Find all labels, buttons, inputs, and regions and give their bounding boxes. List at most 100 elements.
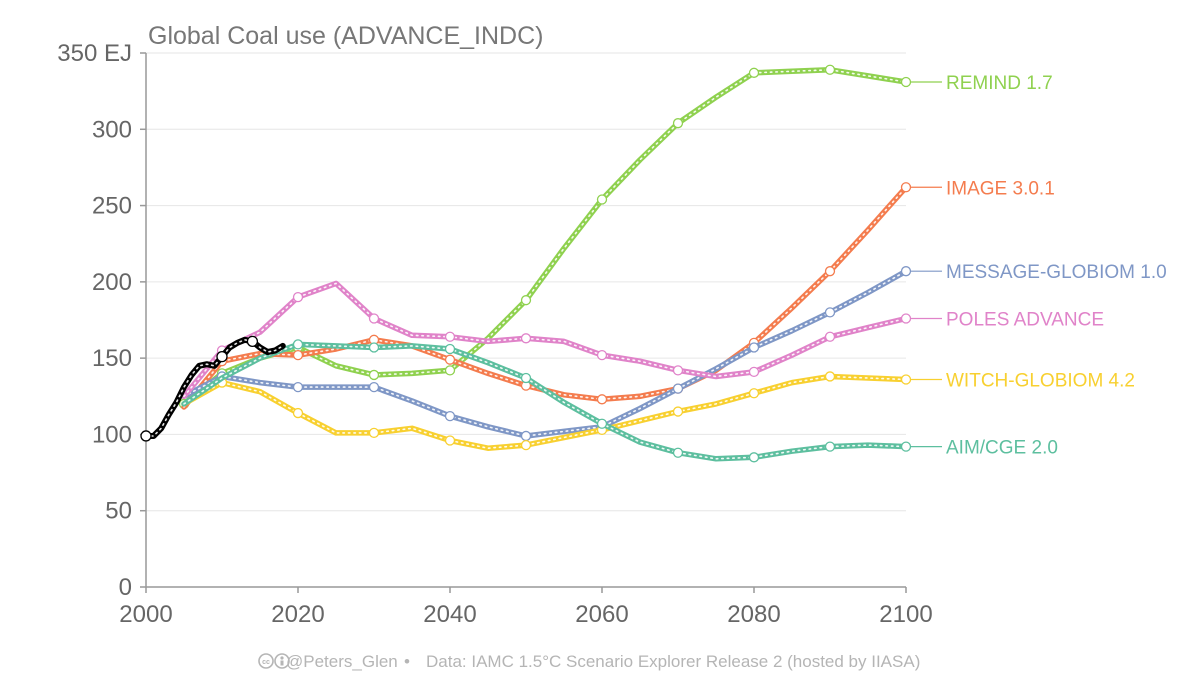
data-point (672, 365, 684, 376)
data-point (292, 407, 304, 419)
data-point (520, 430, 532, 442)
y-tick-label: 50 (105, 498, 132, 525)
data-point (824, 266, 836, 277)
data-point (368, 369, 380, 381)
series-labels: REMIND 1.7 IMAGE 3.0.1 MESSAGE-GLOBIOM 1.0… (910, 73, 1167, 459)
series-image-3-0-1 (181, 182, 912, 410)
series-line-dots (183, 282, 907, 398)
y-tick-label: 350 EJ (57, 40, 132, 67)
series-poles-advance (181, 280, 912, 400)
data-point (824, 331, 836, 342)
series-lines (140, 64, 912, 463)
x-tick-label: 2040 (423, 601, 476, 628)
x-tick-label: 2000 (119, 601, 172, 628)
series-line-dots (183, 270, 907, 437)
footer: cc @Peters_Glen • Data: IAMC 1.5°C Scena… (258, 652, 920, 671)
gridlines (140, 52, 906, 588)
data-point (444, 354, 456, 365)
cc-by-icons: cc (258, 653, 290, 669)
y-tick-labels: 0 50 100 150 200 250 300 350 EJ (57, 40, 132, 601)
data-point (520, 372, 532, 384)
data-point (368, 342, 380, 353)
series-line-dots (183, 375, 907, 450)
data-point (368, 381, 380, 393)
data-point (596, 394, 608, 405)
cc-icon (258, 653, 274, 669)
data-point (292, 381, 304, 393)
series-line (181, 184, 909, 410)
series-label-remind-1-7: REMIND 1.7 (946, 73, 1053, 94)
series-line-dots (145, 338, 284, 437)
x-tick-label: 2060 (575, 601, 628, 628)
y-tick-label: 200 (92, 269, 132, 296)
data-point (672, 406, 684, 417)
chart-title: Global Coal use (ADVANCE_INDC) (148, 22, 544, 50)
series-line (181, 67, 909, 407)
data-point (216, 350, 228, 363)
y-tick-label: 100 (92, 421, 132, 448)
data-point (368, 313, 380, 324)
data-point (520, 439, 532, 451)
data-point (444, 435, 456, 446)
series-historical (140, 335, 286, 442)
data-point (596, 418, 608, 429)
data-point (292, 291, 304, 303)
data-point (748, 388, 760, 399)
data-point (672, 447, 684, 458)
y-tick-label: 300 (92, 116, 132, 143)
data-point (748, 342, 760, 353)
series-label-message-globiom-1-0: MESSAGE-GLOBIOM 1.0 (946, 262, 1167, 283)
data-point (900, 441, 912, 452)
series-line-dots (183, 343, 907, 460)
data-point (520, 295, 532, 306)
data-point (900, 76, 912, 88)
data-point (292, 349, 304, 361)
cc-icon-text: cc (262, 659, 270, 666)
data-point (900, 313, 912, 324)
x-tick-label: 2080 (727, 601, 780, 628)
data-point (444, 365, 456, 376)
x-tick-label: 2020 (271, 601, 324, 628)
series-label-image-3-0-1: IMAGE 3.0.1 (946, 178, 1055, 199)
data-point (444, 331, 456, 342)
y-tick-label: 250 (92, 193, 132, 220)
data-point (900, 266, 912, 277)
x-tick-label: 2100 (879, 601, 932, 628)
data-point (368, 427, 380, 439)
data-point (900, 374, 912, 385)
data-point (824, 441, 836, 452)
data-point (444, 410, 456, 422)
data-point (748, 366, 760, 378)
by-icon-body (280, 660, 284, 666)
axes (145, 53, 906, 588)
y-tick-label: 0 (119, 574, 132, 601)
data-point (672, 118, 684, 129)
data-point (292, 339, 304, 350)
data-point (246, 335, 259, 348)
y-tick-label: 150 (92, 345, 132, 372)
by-icon (274, 653, 290, 669)
data-point (596, 349, 608, 361)
series-aim-cge-2-0 (181, 339, 912, 463)
data-point (520, 333, 532, 344)
data-point (444, 343, 456, 355)
series-label-witch-globiom-4-2: WITCH-GLOBIOM 4.2 (946, 371, 1135, 392)
footer-source: Data: IAMC 1.5°C Scenario Explorer Relea… (426, 652, 920, 671)
data-point (672, 383, 684, 394)
by-icon-head (280, 656, 284, 660)
data-point (596, 194, 608, 205)
series-line-dots (183, 186, 907, 408)
data-point (824, 371, 836, 382)
x-tick-labels: 2000 2020 2040 2060 2080 2100 (119, 587, 933, 628)
data-point (824, 307, 836, 318)
data-point (824, 64, 836, 75)
series-witch-globiom-4-2 (181, 371, 912, 451)
series-label-aim-cge-2-0: AIM/CGE 2.0 (946, 438, 1058, 459)
footer-author: @Peters_Glen (286, 652, 398, 671)
data-point (748, 452, 760, 463)
data-point (748, 67, 760, 78)
series-label-poles-advance: POLES ADVANCE (946, 309, 1104, 330)
data-point (900, 182, 912, 193)
footer-separator: • (404, 652, 410, 671)
